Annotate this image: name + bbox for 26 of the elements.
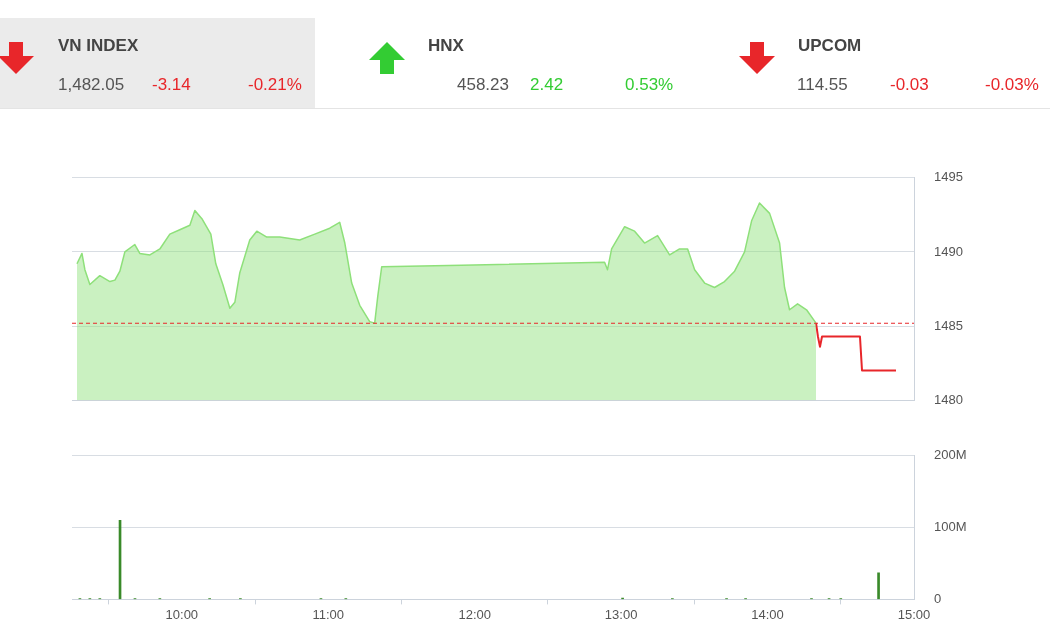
data-label: -3.14 — [152, 75, 191, 95]
x-tick-label: 10:00 — [165, 606, 199, 622]
x-tick-label: 11:00 — [312, 606, 345, 622]
data-label: -0.03% — [985, 75, 1039, 95]
data-label: -0.03 — [890, 75, 929, 95]
y-tick-label: 200M — [934, 447, 967, 463]
x-tick-label: 15:00 — [897, 606, 931, 622]
text: 1,482.05 — [58, 75, 125, 95]
x-tick-label: 13:00 — [604, 606, 638, 622]
y-tick-label: 1485 — [934, 317, 963, 333]
bar — [877, 572, 880, 600]
y-tick-label: 1480 — [934, 391, 963, 407]
x-tick-label: 12:00 — [458, 606, 491, 622]
y-tick-label: 0 — [934, 590, 942, 606]
y-tick-label: 100M — [934, 519, 967, 535]
data-label: 2.42 — [530, 75, 564, 95]
text: 114.55 — [797, 75, 848, 95]
y-tick-label: 1495 — [934, 169, 963, 185]
x-tick-label: 14:00 — [751, 606, 784, 622]
y-tick-label: 1490 — [934, 243, 963, 259]
text: HNX — [428, 36, 464, 56]
text: UPCOM — [798, 36, 862, 56]
text: 458.23 — [457, 75, 509, 95]
text: VN INDEX — [58, 36, 139, 56]
data-label: 0.53% — [625, 75, 674, 95]
data-label: -0.21% — [248, 75, 302, 95]
